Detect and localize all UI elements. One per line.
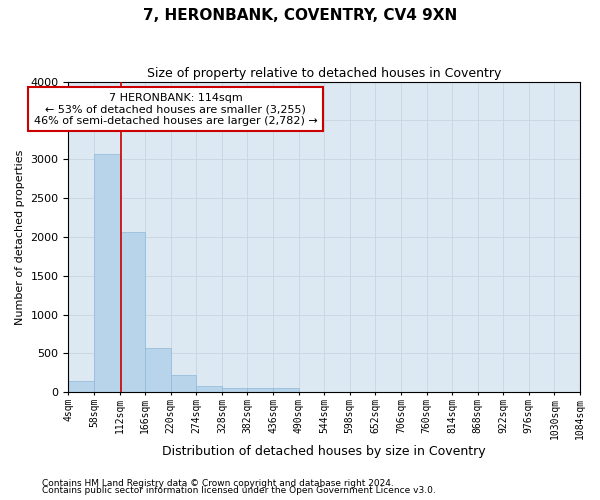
Bar: [273, 388, 299, 392]
Y-axis label: Number of detached properties: Number of detached properties: [15, 150, 25, 324]
Title: Size of property relative to detached houses in Coventry: Size of property relative to detached ho…: [147, 68, 502, 80]
Bar: [94, 154, 119, 392]
Bar: [119, 232, 145, 392]
Bar: [171, 375, 196, 392]
X-axis label: Distribution of detached houses by size in Coventry: Distribution of detached houses by size …: [163, 444, 486, 458]
Bar: [247, 388, 273, 392]
Bar: [196, 386, 222, 392]
Bar: [145, 348, 171, 393]
Text: 7 HERONBANK: 114sqm
← 53% of detached houses are smaller (3,255)
46% of semi-det: 7 HERONBANK: 114sqm ← 53% of detached ho…: [34, 92, 318, 126]
Text: 7, HERONBANK, COVENTRY, CV4 9XN: 7, HERONBANK, COVENTRY, CV4 9XN: [143, 8, 457, 22]
Bar: [222, 388, 247, 392]
Text: Contains HM Land Registry data © Crown copyright and database right 2024.: Contains HM Land Registry data © Crown c…: [42, 478, 394, 488]
Bar: [68, 380, 94, 392]
Text: Contains public sector information licensed under the Open Government Licence v3: Contains public sector information licen…: [42, 486, 436, 495]
